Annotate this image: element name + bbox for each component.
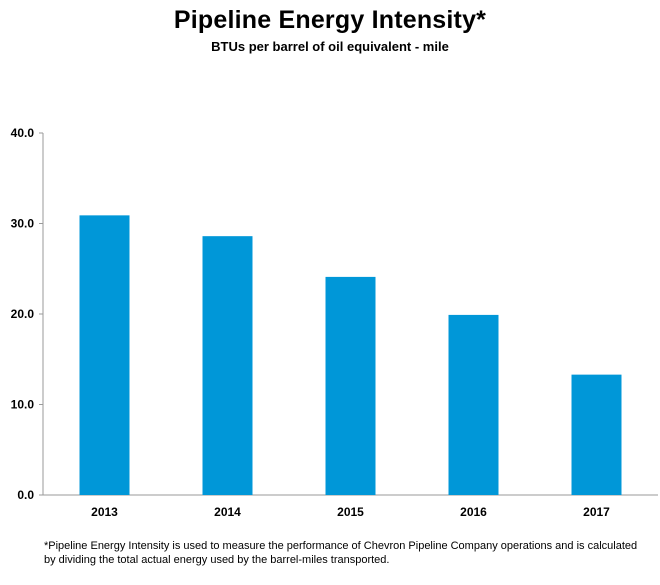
x-tick-label: 2014 <box>214 505 241 519</box>
y-axis: 0.0 10.0 20.0 30.0 40.0 <box>11 126 44 502</box>
y-tick-label: 10.0 <box>11 398 35 412</box>
bar-2016 <box>448 314 499 495</box>
y-tick-label: 20.0 <box>11 307 35 321</box>
bar-chart: 0.0 10.0 20.0 30.0 40.0 2013 2014 2015 2016 2017 <box>11 126 658 519</box>
chart-subtitle: BTUs per barrel of oil equivalent - mile <box>211 39 449 54</box>
x-axis: 2013 2014 2015 2016 2017 <box>43 494 658 519</box>
y-tick-label: 40.0 <box>11 126 35 140</box>
x-tick-label: 2013 <box>91 505 118 519</box>
x-tick-label: 2017 <box>583 505 610 519</box>
x-tick-label: 2015 <box>337 505 364 519</box>
bar-2013 <box>79 215 130 496</box>
bar-2014 <box>202 236 253 496</box>
chart-footnote: *Pipeline Energy Intensity is used to me… <box>44 540 638 566</box>
y-tick-label: 0.0 <box>17 488 34 502</box>
chart-title: Pipeline Energy Intensity* <box>173 6 487 34</box>
bar-2017 <box>571 374 622 495</box>
bar-2015 <box>325 276 376 495</box>
x-tick-label: 2016 <box>460 505 487 519</box>
bars <box>79 215 622 496</box>
y-tick-label: 30.0 <box>11 217 35 231</box>
